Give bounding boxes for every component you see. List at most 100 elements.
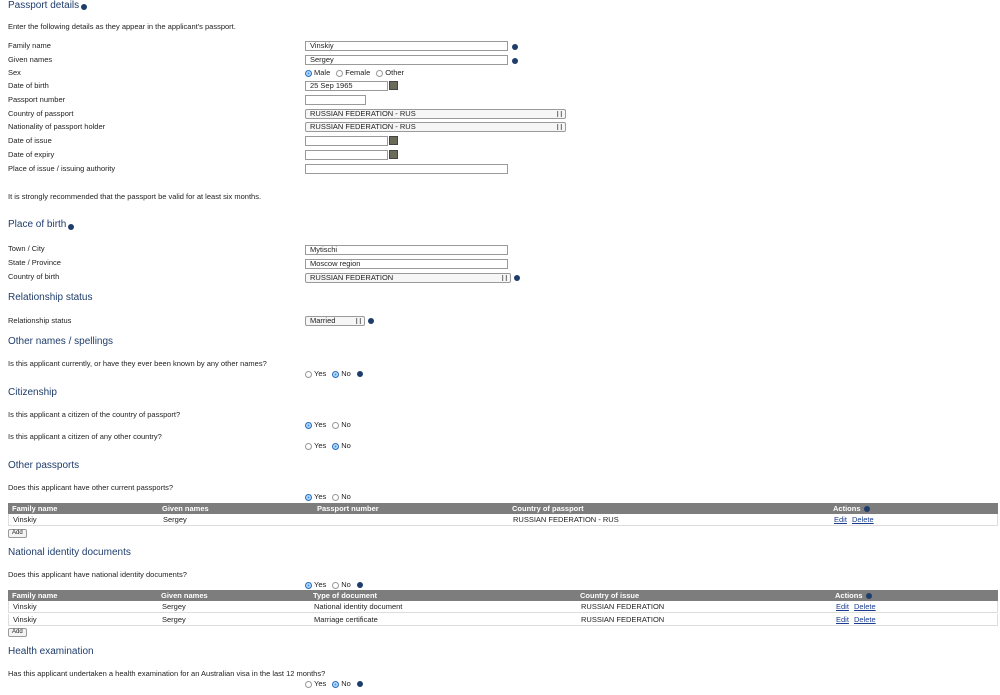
calendar-button[interactable] — [389, 136, 398, 145]
table-cell: Vinskiy — [13, 614, 37, 624]
radio-group: Yes No — [305, 369, 363, 379]
radio-button[interactable] — [376, 69, 384, 77]
radio-group: Yes No — [305, 679, 363, 689]
text-input[interactable]: Moscow region — [305, 259, 508, 269]
text-input[interactable] — [305, 136, 388, 146]
column-header: Passport number — [317, 503, 379, 513]
help-icon[interactable] — [368, 318, 374, 324]
add-button[interactable]: Add — [8, 528, 27, 538]
text-input[interactable]: Sergey — [305, 55, 508, 65]
select-box[interactable]: RUSSIAN FEDERATION — [305, 273, 511, 283]
delete-link[interactable]: Delete — [852, 515, 874, 524]
column-header: Actions — [833, 504, 870, 514]
table-cell: RUSSIAN FEDERATION - RUS — [513, 515, 619, 524]
help-icon[interactable] — [512, 44, 518, 50]
field-label: Nationality of passport holder — [8, 122, 106, 131]
edit-link[interactable]: Edit — [836, 602, 849, 611]
text-input[interactable] — [305, 150, 388, 160]
field-label: Country of birth — [8, 272, 60, 281]
table-cell: Sergey — [163, 515, 187, 524]
field-label: Sex — [8, 68, 21, 77]
help-icon[interactable] — [865, 592, 872, 599]
help-icon[interactable] — [356, 371, 363, 377]
radio-button[interactable] — [305, 421, 312, 429]
help-icon[interactable] — [81, 4, 87, 10]
question-text: Is this applicant a citizen of any other… — [8, 432, 162, 441]
column-header: Country of issue — [580, 590, 640, 600]
text-input[interactable]: Mytischi — [305, 245, 508, 255]
delete-link[interactable]: Delete — [854, 614, 876, 624]
table-cell: Sergey — [162, 614, 186, 624]
radio-label: Yes — [314, 580, 327, 589]
radio-label: Male — [314, 68, 331, 77]
table-cell: Vinskiy — [13, 602, 37, 611]
edit-link[interactable]: Edit — [836, 614, 849, 624]
question-text: Is this applicant currently, or have the… — [8, 359, 267, 368]
field-label: Relationship status — [8, 316, 72, 325]
table-cell: National identity document — [314, 602, 403, 611]
radio-label: No — [341, 492, 351, 501]
radio-button[interactable] — [305, 69, 312, 77]
table-cell: Sergey — [162, 602, 186, 611]
table-cell: RUSSIAN FEDERATION — [581, 614, 665, 624]
field-label: Date of expiry — [8, 150, 55, 159]
section-heading: Passport details — [8, 0, 80, 11]
radio-button[interactable] — [305, 581, 312, 589]
help-icon[interactable] — [356, 681, 363, 687]
help-icon[interactable] — [356, 582, 363, 588]
text-input[interactable]: Vinskiy — [305, 41, 508, 51]
select-box[interactable]: RUSSIAN FEDERATION - RUS — [305, 122, 566, 132]
radio-button[interactable] — [305, 370, 312, 378]
radio-label: Yes — [314, 492, 327, 501]
section-heading: Other names / spellings — [8, 336, 114, 347]
add-button[interactable]: Add — [8, 628, 27, 637]
radio-button[interactable] — [332, 680, 340, 688]
radio-button[interactable] — [332, 442, 340, 450]
select-box[interactable]: Married — [305, 316, 365, 326]
help-icon[interactable] — [512, 58, 518, 64]
text-input[interactable] — [305, 164, 508, 174]
delete-link[interactable]: Delete — [854, 602, 876, 611]
field-label: State / Province — [8, 258, 61, 267]
radio-button[interactable] — [305, 493, 312, 501]
question-text: Is this applicant a citizen of the count… — [8, 410, 181, 419]
text-input[interactable] — [305, 95, 366, 105]
section-heading: Other passports — [8, 460, 80, 471]
column-header: Given names — [161, 590, 208, 600]
column-header: Country of passport — [512, 503, 584, 513]
column-header: Type of document — [313, 590, 378, 600]
section-heading: Citizenship — [8, 387, 57, 398]
radio-group: Yes No — [305, 492, 355, 502]
table-row: Vinskiy Sergey Marriage certificate RUSSIAN… — [8, 613, 998, 626]
radio-button[interactable] — [305, 442, 312, 450]
radio-label: Female — [345, 68, 371, 77]
select-box[interactable]: RUSSIAN FEDERATION - RUS — [305, 109, 566, 119]
calendar-button[interactable] — [389, 81, 398, 90]
radio-label: Yes — [314, 679, 327, 688]
radio-button[interactable] — [332, 370, 340, 378]
question-text: Has this applicant undertaken a health e… — [8, 669, 326, 678]
radio-button[interactable] — [332, 581, 340, 589]
section-heading: Place of birth — [8, 219, 67, 230]
field-label: Place of issue / issuing authority — [8, 164, 116, 173]
field-label: Town / City — [8, 244, 45, 253]
help-icon[interactable] — [514, 275, 520, 281]
field-label: Given names — [8, 55, 53, 64]
radio-label: No — [341, 679, 351, 688]
help-icon[interactable] — [863, 505, 870, 512]
table-row: Vinskiy Sergey National identity document R… — [8, 601, 998, 613]
radio-group: Yes No — [305, 580, 363, 590]
radio-button[interactable] — [305, 680, 312, 688]
text-input[interactable]: 25 Sep 1965 — [305, 81, 388, 91]
edit-link[interactable]: Edit — [834, 515, 847, 524]
radio-label: Yes — [314, 420, 327, 429]
calendar-button[interactable] — [389, 150, 398, 159]
radio-label: No — [341, 441, 351, 450]
radio-label: Other — [385, 68, 405, 77]
radio-label: Yes — [314, 441, 327, 450]
help-icon[interactable] — [68, 224, 74, 230]
radio-button[interactable] — [336, 69, 344, 77]
radio-button[interactable] — [332, 493, 340, 501]
radio-button[interactable] — [332, 421, 340, 429]
